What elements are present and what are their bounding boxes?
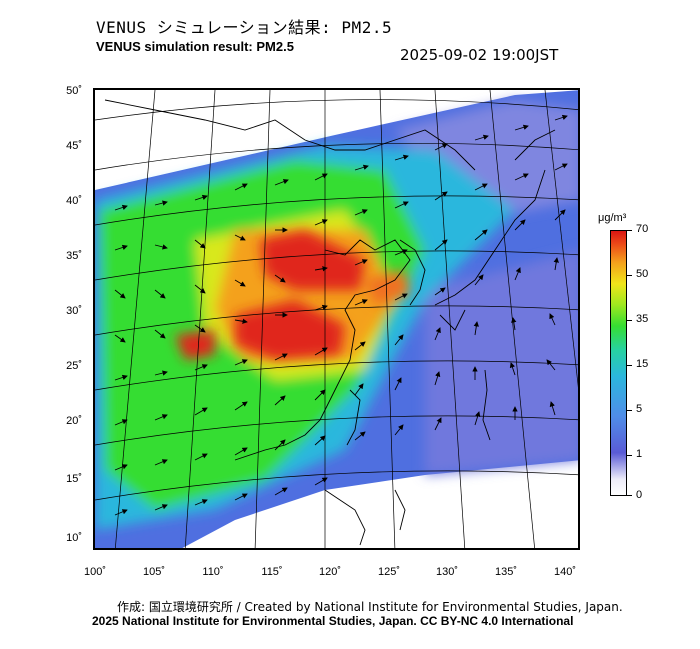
lat-tick-40: 40˚ [66,195,82,207]
credit-line-2: 2025 National Institute for Environmenta… [92,614,574,628]
colorbar [610,230,627,496]
lat-tick-35: 35˚ [66,250,82,262]
graticule [95,90,578,548]
colorbar-unit: μg/m³ [598,212,627,224]
lat-tick-10: 10˚ [66,532,82,544]
colorbar-label-1: 1 [636,448,643,460]
credit-line-1: 作成: 国立環境研究所 / Created by National Instit… [117,600,623,614]
coastlines [104,99,556,546]
lat-tick-50: 50˚ [66,85,82,97]
wind-vectors [114,114,568,516]
lat-tick-20: 20˚ [66,415,82,427]
lat-tick-30: 30˚ [66,305,82,317]
colorbar-label-0: 0 [636,489,643,501]
lat-tick-45: 45˚ [66,140,82,152]
lat-tick-15: 15˚ [66,473,82,485]
lon-tick-115: 115˚ [261,566,283,578]
hotspot-west [175,330,215,360]
pm25-map [93,88,580,550]
clean-ocean-east [425,251,578,475]
title-english: VENUS simulation result: PM2.5 [96,39,294,54]
lon-tick-105: 105˚ [142,566,166,578]
colorbar-label-15: 15 [636,358,649,370]
timestamp: 2025-09-02 19:00JST [400,46,559,64]
lon-tick-100: 100˚ [83,566,107,578]
lon-tick-130: 130˚ [435,566,459,578]
lon-tick-125: 125˚ [377,566,401,578]
lon-tick-135: 135˚ [494,566,518,578]
colorbar-label-5: 5 [636,403,643,415]
title-japanese: VENUS シミュレーション結果: PM2.5 [96,18,393,37]
lat-tick-25: 25˚ [66,360,82,372]
clean-northeast [395,100,578,220]
map-svg [95,90,578,548]
lon-tick-110: 110˚ [202,566,224,578]
colorbar-label-35: 35 [636,313,649,325]
colorbar-label-50: 50 [636,268,649,280]
lon-tick-140: 140˚ [553,566,577,578]
hotspot-north [260,230,365,290]
hotspot-east [365,270,410,305]
lon-tick-120: 120˚ [318,566,342,578]
colorbar-label-70: 70 [636,223,649,235]
